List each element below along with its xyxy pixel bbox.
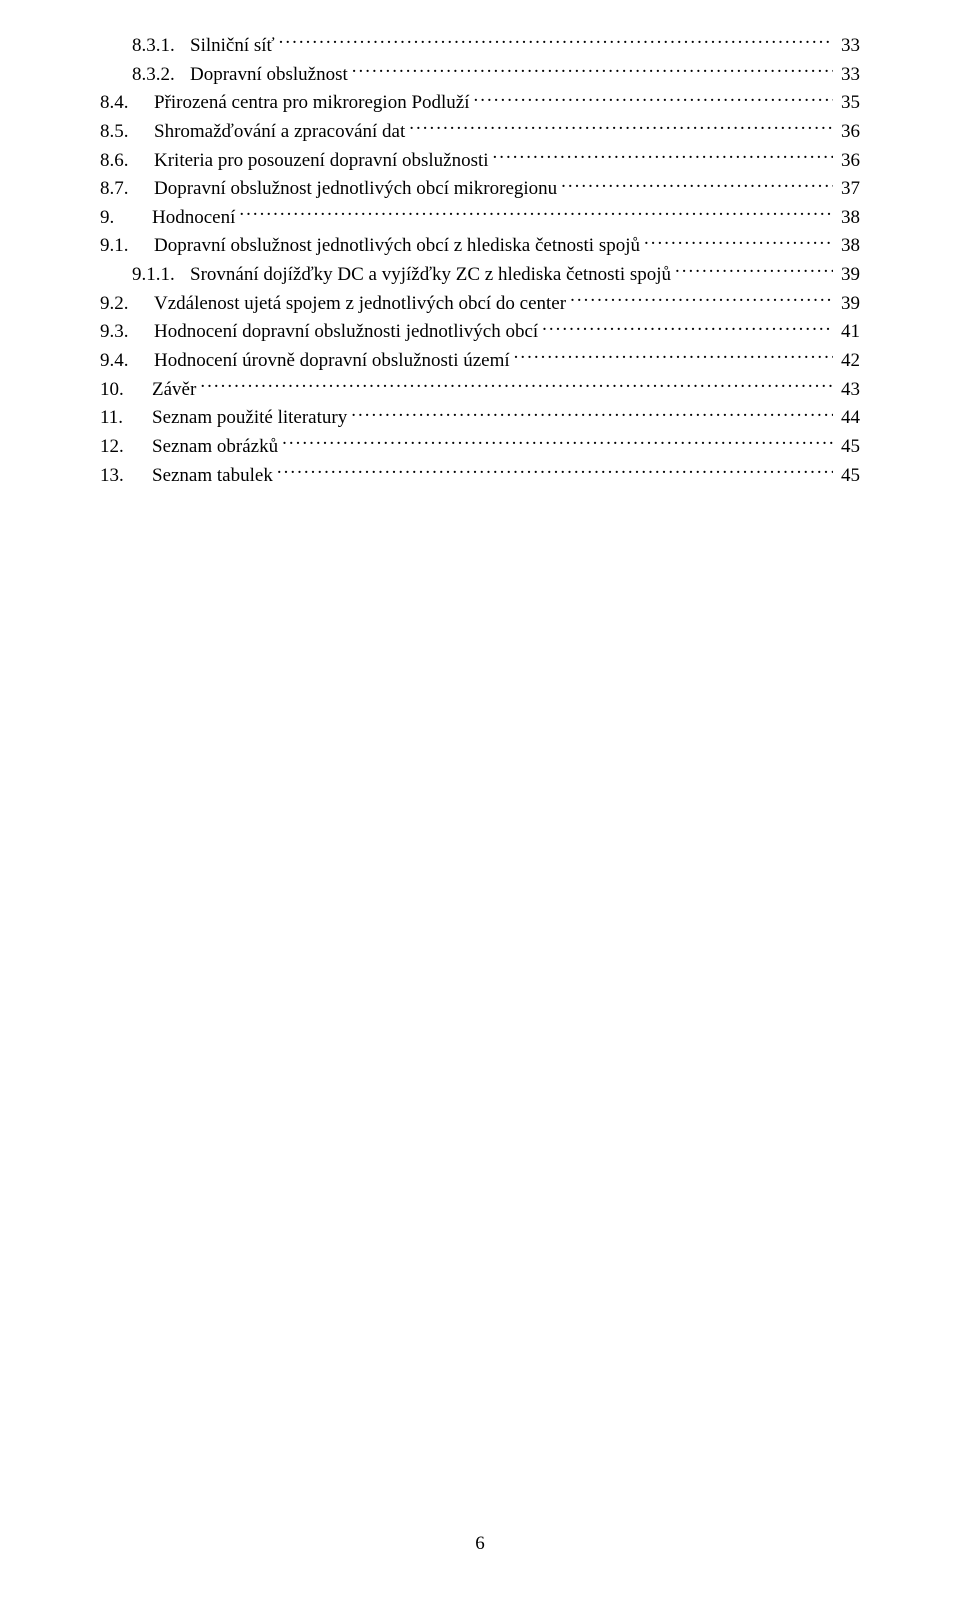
toc-entry-number: 8.5.	[100, 119, 140, 145]
toc-entry-page: 37	[837, 176, 860, 202]
toc-entry-page: 45	[837, 463, 860, 489]
toc-entry-number: 9.2.	[100, 291, 140, 317]
toc-entry-number: 8.6.	[100, 148, 140, 174]
toc-entry-title: Přirozená centra pro mikroregion Podluží	[154, 90, 470, 116]
toc-entry-page: 36	[837, 119, 860, 145]
toc-entry-page: 33	[837, 62, 860, 88]
toc-entry: 8.3.1.Silniční síť 33	[100, 32, 860, 59]
toc-entry-title: Silniční síť	[190, 33, 275, 59]
toc-leader-dots	[239, 204, 833, 223]
toc-leader-dots	[279, 32, 833, 51]
toc-entry-number: 9.1.1.	[132, 262, 190, 288]
toc-entry-title: Hodnocení dopravní obslužnosti jednotliv…	[154, 319, 538, 345]
toc-leader-dots	[675, 261, 833, 280]
toc-entry-title: Shromažďování a zpracování dat	[154, 119, 405, 145]
toc-entry-number: 8.3.1.	[132, 33, 190, 59]
toc-entry: 9. Hodnocení 38	[100, 204, 860, 231]
toc-entry: 8.6. Kriteria pro posouzení dopravní obsl…	[100, 147, 860, 174]
toc-leader-dots	[277, 462, 833, 481]
toc-entry: 8.3.2.Dopravní obslužnost 33	[100, 61, 860, 88]
toc-entry-number: 10.	[100, 377, 140, 403]
table-of-contents: 8.3.1.Silniční síť338.3.2.Dopravní obslu…	[100, 32, 860, 488]
toc-entry-number: 9.3.	[100, 319, 140, 345]
toc-entry-number: 8.3.2.	[132, 62, 190, 88]
toc-entry-page: 39	[837, 291, 860, 317]
toc-entry: 9.4. Hodnocení úrovně dopravní obslužnost…	[100, 347, 860, 374]
toc-entry: 8.7. Dopravní obslužnost jednotlivých obc…	[100, 175, 860, 202]
toc-entry-title: Hodnocení úrovně dopravní obslužnosti úz…	[154, 348, 510, 374]
toc-entry-title: Dopravní obslužnost jednotlivých obcí mi…	[154, 176, 557, 202]
toc-leader-dots	[514, 347, 833, 366]
toc-leader-dots	[474, 89, 833, 108]
toc-leader-dots	[493, 147, 833, 166]
toc-leader-dots	[200, 376, 833, 395]
toc-entry-title: Závěr	[152, 377, 196, 403]
toc-entry: 9.1. Dopravní obslužnost jednotlivých obc…	[100, 232, 860, 259]
toc-entry-page: 35	[837, 90, 860, 116]
toc-leader-dots	[409, 118, 833, 137]
toc-entry-page: 36	[837, 148, 860, 174]
toc-entry-title: Srovnání dojížďky DC a vyjížďky ZC z hle…	[190, 262, 671, 288]
document-page: 8.3.1.Silniční síť338.3.2.Dopravní obslu…	[0, 0, 960, 1617]
toc-entry-page: 33	[837, 33, 860, 59]
toc-entry-title: Seznam použité literatury	[152, 405, 347, 431]
toc-entry-page: 38	[837, 205, 860, 231]
toc-leader-dots	[282, 433, 833, 452]
toc-entry-title: Seznam tabulek	[152, 463, 273, 489]
toc-entry: 9.2. Vzdálenost ujetá spojem z jednotlivý…	[100, 290, 860, 317]
toc-entry-number: 9.1.	[100, 233, 140, 259]
toc-entry: 13. Seznam tabulek 45	[100, 462, 860, 489]
toc-entry-page: 39	[837, 262, 860, 288]
toc-entry-number: 8.7.	[100, 176, 140, 202]
toc-entry-title: Dopravní obslužnost jednotlivých obcí z …	[154, 233, 640, 259]
toc-entry-number: 9.4.	[100, 348, 140, 374]
toc-entry-page: 44	[837, 405, 860, 431]
toc-entry-page: 45	[837, 434, 860, 460]
toc-leader-dots	[352, 61, 833, 80]
toc-leader-dots	[351, 404, 833, 423]
toc-leader-dots	[644, 232, 833, 251]
toc-entry-number: 8.4.	[100, 90, 140, 116]
toc-entry-number: 11.	[100, 405, 140, 431]
toc-entry-number: 12.	[100, 434, 140, 460]
toc-entry: 8.4. Přirozená centra pro mikroregion Pod…	[100, 89, 860, 116]
toc-entry-page: 43	[837, 377, 860, 403]
toc-entry: 11. Seznam použité literatury 44	[100, 404, 860, 431]
toc-entry-page: 42	[837, 348, 860, 374]
toc-entry-page: 38	[837, 233, 860, 259]
toc-entry: 9.1.1.Srovnání dojížďky DC a vyjížďky ZC…	[100, 261, 860, 288]
toc-entry-title: Seznam obrázků	[152, 434, 278, 460]
toc-entry-number: 13.	[100, 463, 140, 489]
toc-entry: 12. Seznam obrázků 45	[100, 433, 860, 460]
toc-entry-title: Hodnocení	[152, 205, 235, 231]
toc-leader-dots	[542, 318, 833, 337]
toc-entry: 9.3. Hodnocení dopravní obslužnosti jedno…	[100, 318, 860, 345]
toc-entry: 8.5. Shromažďování a zpracování dat 36	[100, 118, 860, 145]
toc-entry-title: Vzdálenost ujetá spojem z jednotlivých o…	[154, 291, 566, 317]
toc-entry-title: Dopravní obslužnost	[190, 62, 348, 88]
toc-entry-title: Kriteria pro posouzení dopravní obslužno…	[154, 148, 489, 174]
toc-entry-number: 9.	[100, 205, 140, 231]
toc-leader-dots	[561, 175, 833, 194]
toc-leader-dots	[570, 290, 833, 309]
page-number: 6	[0, 1531, 960, 1557]
toc-entry-page: 41	[837, 319, 860, 345]
toc-entry: 10. Závěr 43	[100, 376, 860, 403]
